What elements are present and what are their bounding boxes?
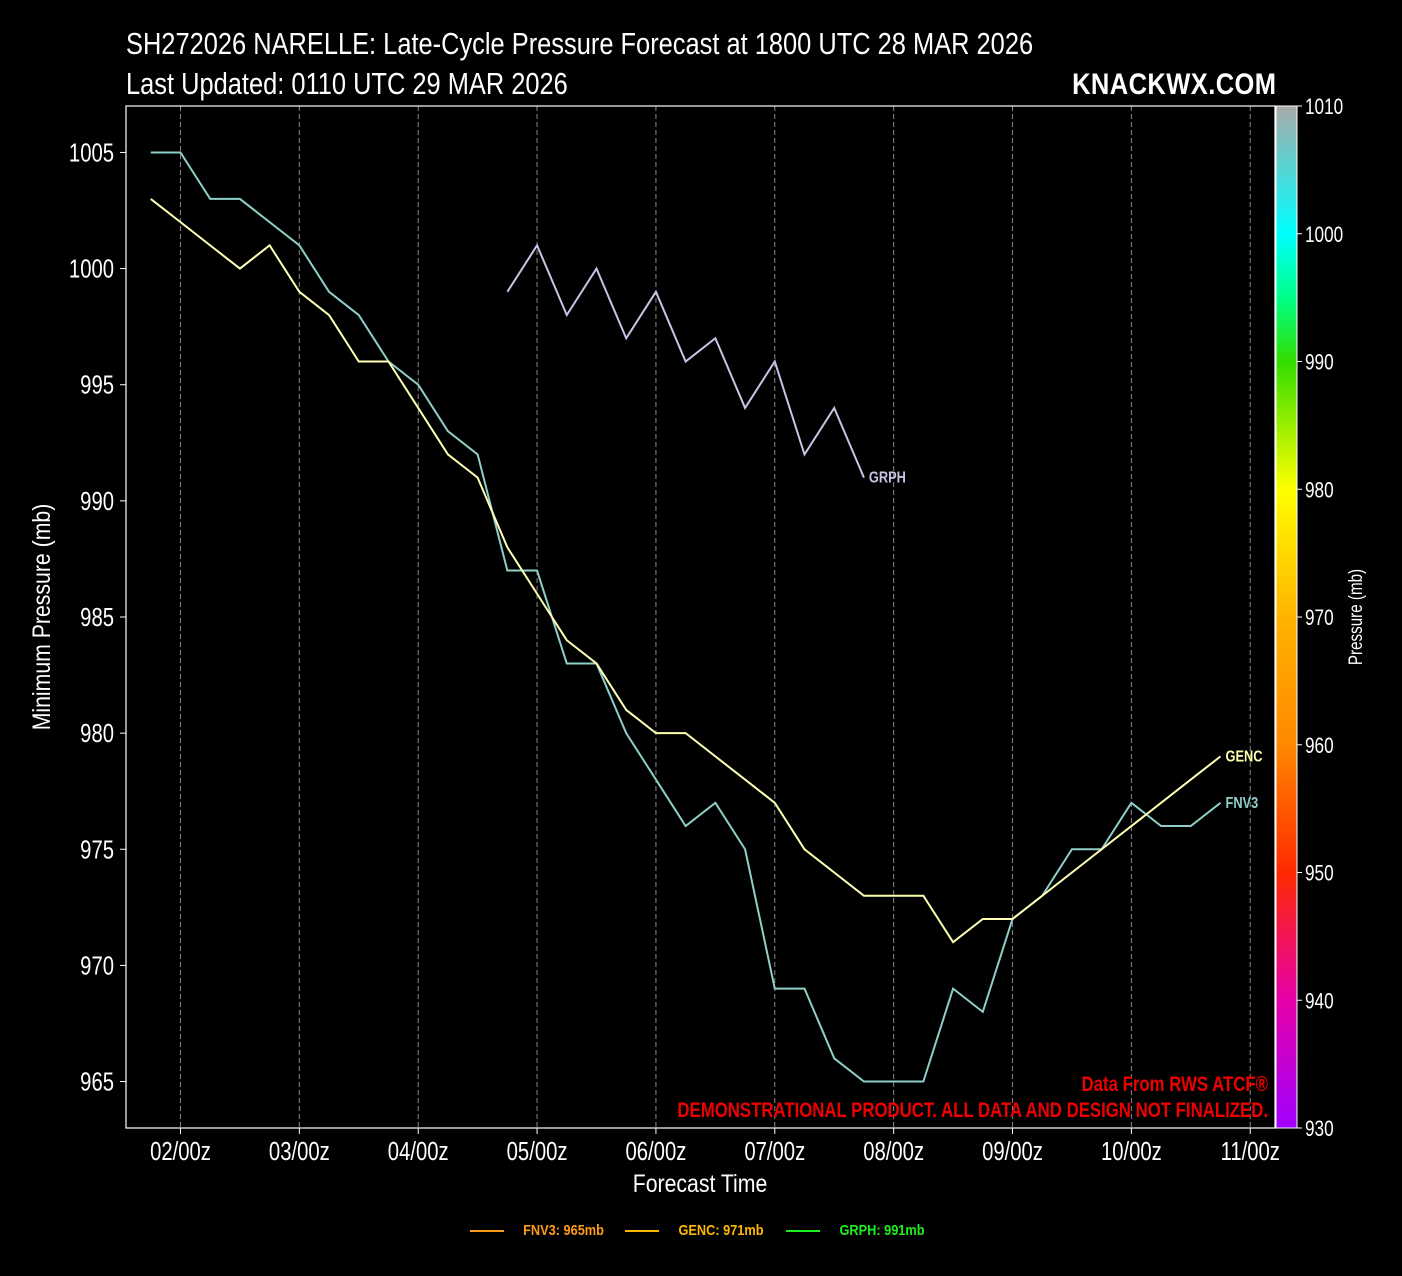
series-lines (150, 151, 1222, 1083)
legend-label: GRPH: 991mb (839, 1222, 925, 1239)
legend-swatch (785, 1229, 820, 1232)
colorbar-tick-label: 1010 (1305, 95, 1343, 120)
y-tick-label: 980 (80, 719, 114, 748)
y-axis-label: Minimum Pressure (mb) (27, 504, 55, 731)
x-axis: 02/00z 03/00z 04/00z 05/00z 06/00z 07/00z 08/0… (150, 1128, 1280, 1166)
grid-lines (179, 106, 1251, 1128)
brand-logo: KNACKWX.COM (1071, 68, 1276, 101)
colorbar-tick-label: 990 (1305, 351, 1334, 376)
x-tick-label: 02/00z (150, 1137, 211, 1166)
legend: FNV3: 965mb GENC: 971mb GRPH: 991mb (0, 1222, 1402, 1239)
disclaimer-note: DEMONSTRATIONAL PRODUCT. ALL DATA AND DE… (677, 1099, 1268, 1122)
chart-title: SH272026 NARELLE: Late-Cycle Pressure Fo… (126, 26, 1034, 61)
series-end-label: GENC (1226, 748, 1263, 766)
colorbar-tick-label: 950 (1305, 862, 1334, 887)
legend-item-fnv3: FNV3: 965mb (470, 1222, 611, 1239)
x-tick-label: 07/00z (744, 1137, 805, 1166)
colorbar-tick-label: 1000 (1305, 223, 1343, 248)
y-tick-label: 975 (80, 835, 114, 864)
legend-item-genc: GENC: 971mb (625, 1222, 771, 1239)
y-tick-label: 1005 (69, 138, 114, 167)
y-tick-label: 985 (80, 603, 114, 632)
x-tick-label: 04/00z (388, 1137, 449, 1166)
legend-label: FNV3: 965mb (523, 1222, 605, 1239)
legend-swatch (470, 1229, 505, 1232)
x-tick-label: 05/00z (507, 1137, 568, 1166)
legend-swatch (625, 1229, 660, 1232)
series-end-label: FNV3 (1226, 795, 1259, 813)
plot-frame (125, 105, 1276, 1129)
legend-item-grph: GRPH: 991mb (785, 1222, 932, 1239)
series-line-genc (150, 198, 1222, 944)
chart-subtitle: Last Updated: 0110 UTC 29 MAR 2026 (126, 66, 568, 101)
y-tick-label: 965 (80, 1067, 114, 1096)
y-tick-label: 970 (80, 951, 114, 980)
series-line-fnv3 (150, 151, 1222, 1083)
x-tick-label: 03/00z (269, 1137, 330, 1166)
x-tick-label: 08/00z (863, 1137, 924, 1166)
legend-label: GENC: 971mb (678, 1222, 765, 1239)
x-tick-label: 09/00z (982, 1137, 1043, 1166)
data-source-note: Data From RWS ATCF® (1082, 1073, 1268, 1096)
colorbar-tick-label: 970 (1305, 606, 1334, 631)
x-tick-label: 06/00z (626, 1137, 687, 1166)
colorbar-tick-label: 930 (1305, 1117, 1334, 1142)
colorbar-label: Pressure (mb) (1344, 569, 1366, 665)
colorbar: 930 940 950 960 970 980 990 1000 1010 Pressure (m… (1275, 95, 1366, 1142)
series-end-label: GRPH (869, 469, 906, 487)
colorbar-gradient (1275, 105, 1298, 1129)
colorbar-tick-label: 940 (1305, 989, 1334, 1014)
colorbar-tick-label: 980 (1305, 478, 1334, 503)
y-tick-label: 1000 (69, 254, 114, 283)
y-tick-label: 995 (80, 370, 114, 399)
colorbar-tick-label: 960 (1305, 734, 1334, 759)
x-tick-label: 10/00z (1101, 1137, 1162, 1166)
x-axis-label: Forecast Time (633, 1169, 768, 1197)
y-tick-label: 990 (80, 486, 114, 515)
x-tick-label: 11/00z (1221, 1137, 1280, 1166)
y-axis: 965 970 975 980 985 990 995 1000 1005 (69, 138, 126, 1096)
series-end-labels: FNV3 GENC GRPH (869, 469, 1263, 812)
